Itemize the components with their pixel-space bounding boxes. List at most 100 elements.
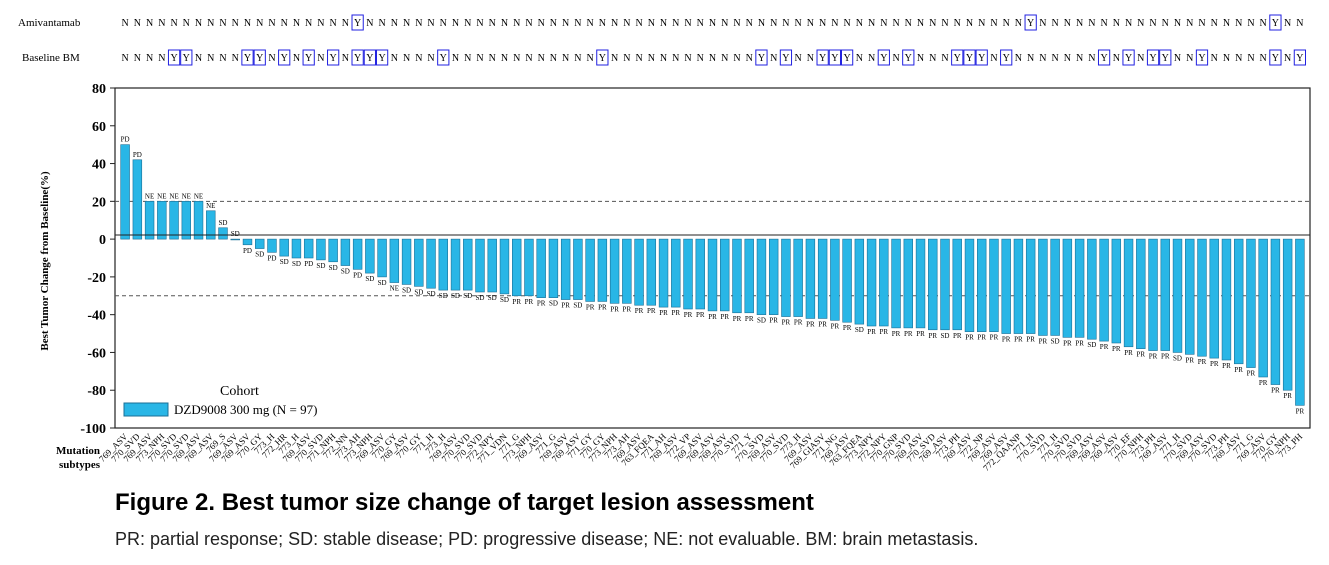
flag-no: N [1186,53,1193,64]
flag-no: N [476,18,483,29]
flag-yes: Y [183,53,190,64]
flag-no: N [268,53,275,64]
bar [879,238,889,327]
flag-no: N [562,53,569,64]
flag-no: N [244,18,251,29]
response-label: PR [537,300,546,308]
response-label: SD [255,251,264,259]
bar [1087,238,1097,340]
flag-no: N [966,18,973,29]
flag-highlight-box [1097,49,1111,66]
y-tick-label: -20 [87,271,106,286]
bar [903,238,913,329]
flag-no: N [1235,53,1242,64]
response-label: SD [855,326,864,334]
y-tick-label: 60 [92,120,106,135]
flag-no: N [1137,18,1144,29]
bar [487,238,497,293]
response-label: PR [1014,336,1023,344]
flag-yes: Y [366,53,373,64]
bar [805,238,816,319]
flag-highlight-box [840,49,854,66]
flag-yes: Y [1125,53,1132,64]
response-label: SD [488,294,497,302]
response-label: SD [402,286,411,294]
flag-no: N [1174,18,1181,29]
x-axis-label-line1: Mutation [56,445,100,457]
flag-highlight-box [167,49,181,66]
legend-title: Cohort [220,384,259,399]
flag-no: N [856,53,863,64]
response-label: PR [733,315,742,323]
bar [573,238,583,300]
flag-highlight-box [828,49,841,66]
flag-no: N [1052,18,1059,29]
flag-yes: Y [831,53,838,64]
bar [830,238,840,321]
response-label: PR [561,302,570,310]
flag-no: N [550,53,557,64]
flag-no: N [440,18,447,29]
bar [940,238,950,331]
response-label: SD [219,219,228,227]
bar [1270,238,1281,385]
bar [132,159,143,240]
y-axis-ticks: -100 -80 -60 -40 -20 0 20 40 60 80 [80,82,115,437]
flag-no: N [195,53,202,64]
flag-no: N [391,18,398,29]
flag-no: N [721,18,728,29]
flag-yes: Y [1027,18,1034,29]
flag-no: N [733,53,740,64]
response-label: PR [696,311,705,319]
response-label: SD [500,296,509,304]
flag-no: N [587,18,594,29]
flag-no: N [452,18,459,29]
flag-highlight-box [1195,49,1209,66]
flag-no: N [660,18,667,29]
flag-no: N [1039,18,1046,29]
bar [915,238,926,329]
flag-highlight-box [241,49,254,66]
flag-highlight-box [437,49,450,66]
bar [377,238,387,278]
legend: Cohort DZD9008 300 mg (N = 97) [123,384,317,417]
flag-no: N [746,18,753,29]
bar [524,238,534,297]
response-label: PR [953,332,962,340]
response-label: SD [439,292,448,300]
bar [157,201,167,240]
flag-no: N [905,18,912,29]
response-label: PR [1112,345,1121,353]
flag-no: N [1064,18,1071,29]
flag-no: N [1174,53,1181,64]
flag-no: N [1076,53,1083,64]
flag-no: N [550,18,557,29]
flag-no: N [672,53,679,64]
response-label: SD [1051,337,1060,345]
flag-no: N [868,53,875,64]
response-label: PD [133,151,142,159]
bar [169,201,179,240]
flag-no: N [1247,18,1254,29]
flag-no: N [941,53,948,64]
response-label: PR [647,307,656,315]
bar [1038,238,1048,336]
flag-no: N [293,53,300,64]
flag-yes: Y [330,53,337,64]
flag-no: N [317,18,324,29]
flag-highlight-box [877,49,890,66]
bar [1123,238,1134,348]
bar [695,238,705,310]
bar [206,210,216,240]
flag-no: N [427,53,434,64]
bar [891,238,901,329]
response-label: PR [623,305,632,313]
flag-no: N [317,53,324,64]
flag-yes: Y [978,53,985,64]
flag-no: N [513,18,520,29]
response-label: PR [928,332,937,340]
flag-yes: Y [256,53,263,64]
flag-highlight-box [351,49,364,66]
response-label: NE [390,285,399,293]
